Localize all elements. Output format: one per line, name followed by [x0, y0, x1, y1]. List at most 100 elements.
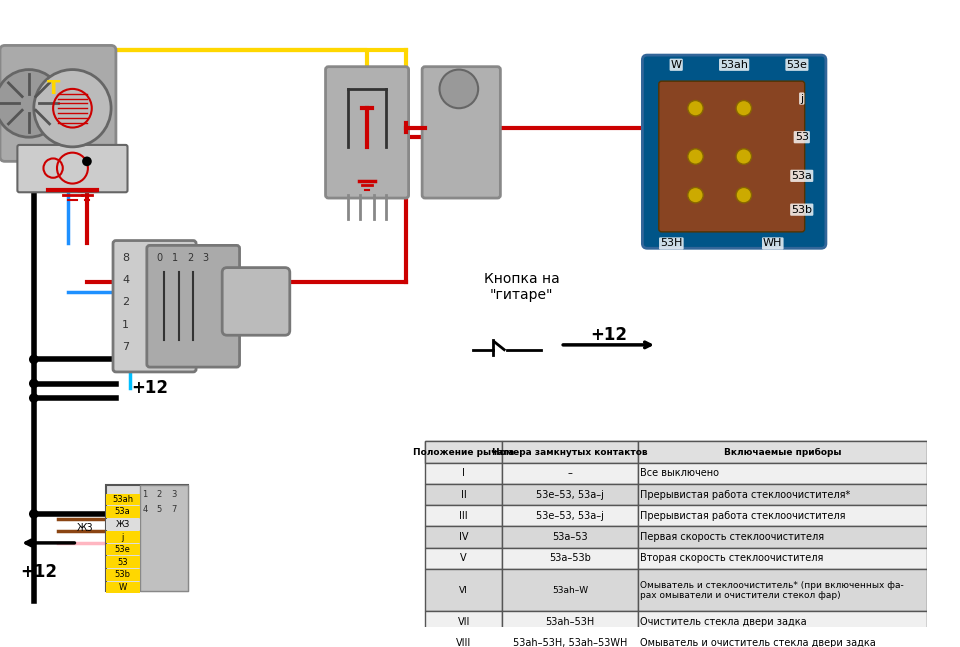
- Bar: [107, 485, 188, 591]
- Text: j: j: [122, 532, 124, 542]
- Bar: [637, 463, 927, 484]
- Text: 53: 53: [795, 132, 808, 142]
- Bar: [107, 556, 140, 568]
- Text: Омыватель и стеклоочиститель* (при включенных фа-
рах омыватели и очистители сте: Омыватель и стеклоочиститель* (при включ…: [640, 580, 904, 600]
- FancyBboxPatch shape: [659, 81, 804, 232]
- Text: j: j: [801, 94, 804, 104]
- Text: +12: +12: [590, 326, 627, 344]
- Text: 53е–53, 53а–j: 53е–53, 53а–j: [536, 511, 604, 521]
- Text: 4: 4: [142, 505, 148, 514]
- Text: T: T: [46, 80, 60, 98]
- Bar: [425, 569, 502, 611]
- Bar: [425, 505, 502, 527]
- Text: VIII: VIII: [456, 639, 471, 647]
- Text: 1: 1: [142, 490, 148, 499]
- Bar: [425, 484, 502, 505]
- Text: 53а: 53а: [115, 507, 131, 516]
- Text: 53аh–W: 53аh–W: [552, 586, 588, 595]
- Bar: [425, 611, 502, 633]
- Circle shape: [736, 100, 752, 116]
- Text: W: W: [671, 60, 682, 70]
- Bar: [107, 544, 140, 556]
- Text: VI: VI: [459, 586, 468, 595]
- Bar: [107, 494, 140, 505]
- FancyBboxPatch shape: [113, 241, 196, 372]
- FancyBboxPatch shape: [0, 45, 116, 161]
- Text: 2: 2: [122, 298, 130, 307]
- Text: VII: VII: [458, 617, 469, 627]
- Bar: [107, 582, 140, 593]
- Text: 1: 1: [172, 253, 178, 263]
- Text: Очиститель стекла двери задка: Очиститель стекла двери задка: [640, 617, 807, 627]
- Bar: [637, 527, 927, 548]
- Text: 3: 3: [203, 253, 209, 263]
- Text: Включаемые приборы: Включаемые приборы: [724, 448, 841, 457]
- Bar: [637, 484, 927, 505]
- Circle shape: [29, 393, 38, 403]
- Circle shape: [29, 355, 38, 364]
- Bar: [425, 633, 502, 647]
- Circle shape: [687, 149, 704, 164]
- Bar: [502, 569, 637, 611]
- Text: Положение рычага: Положение рычага: [413, 448, 515, 457]
- Text: Прерывистая работа стеклоочистителя*: Прерывистая работа стеклоочистителя*: [640, 490, 851, 499]
- Bar: [637, 569, 927, 611]
- Circle shape: [83, 157, 92, 166]
- Bar: [425, 463, 502, 484]
- FancyBboxPatch shape: [222, 268, 290, 335]
- Text: 53а–53: 53а–53: [552, 532, 588, 542]
- Text: 53b: 53b: [114, 570, 131, 579]
- Bar: [140, 485, 188, 591]
- Bar: [502, 527, 637, 548]
- Text: 2: 2: [187, 253, 193, 263]
- Bar: [502, 633, 637, 647]
- Text: Все выключено: Все выключено: [640, 468, 719, 478]
- Text: Вторая скорость стеклоочистителя: Вторая скорость стеклоочистителя: [640, 553, 824, 564]
- Text: 53Н: 53Н: [660, 239, 683, 248]
- Text: Ж3: Ж3: [115, 520, 130, 529]
- Text: I: I: [462, 468, 465, 478]
- Text: Первая скорость стеклоочистителя: Первая скорость стеклоочистителя: [640, 532, 825, 542]
- Text: Ж3: Ж3: [77, 523, 94, 533]
- Text: +12: +12: [20, 563, 58, 581]
- Circle shape: [440, 70, 478, 108]
- FancyBboxPatch shape: [17, 145, 128, 192]
- Text: +12: +12: [132, 379, 168, 397]
- Text: Омыватель и очиститель стекла двери задка: Омыватель и очиститель стекла двери задк…: [640, 639, 876, 647]
- Bar: [637, 633, 927, 647]
- FancyBboxPatch shape: [147, 245, 240, 367]
- Bar: [502, 505, 637, 527]
- Text: 7: 7: [171, 505, 177, 514]
- Bar: [502, 484, 637, 505]
- Text: 53е: 53е: [115, 545, 131, 554]
- Bar: [637, 548, 927, 569]
- Text: 53е–53, 53а–j: 53е–53, 53а–j: [536, 490, 604, 499]
- Text: Номера замкнутых контактов: Номера замкнутых контактов: [492, 448, 648, 457]
- Circle shape: [29, 509, 38, 519]
- Text: 7: 7: [122, 342, 130, 352]
- Bar: [502, 441, 637, 463]
- Text: 2: 2: [156, 490, 162, 499]
- Text: 5: 5: [156, 505, 162, 514]
- Bar: [637, 441, 927, 463]
- Text: III: III: [459, 511, 468, 521]
- Text: V: V: [461, 553, 467, 564]
- Text: 53аh: 53аh: [720, 60, 748, 70]
- Text: 53а–53b: 53а–53b: [549, 553, 590, 564]
- Circle shape: [0, 70, 62, 137]
- Text: 8: 8: [122, 253, 130, 263]
- Bar: [107, 519, 140, 531]
- FancyBboxPatch shape: [642, 55, 826, 248]
- Text: WН: WН: [763, 239, 782, 248]
- Bar: [502, 548, 637, 569]
- Text: –: –: [567, 468, 572, 478]
- Bar: [425, 548, 502, 569]
- Text: W: W: [118, 583, 127, 592]
- Bar: [637, 505, 927, 527]
- Bar: [107, 569, 140, 580]
- Circle shape: [29, 378, 38, 388]
- Text: 53аh–53Н: 53аh–53Н: [545, 617, 594, 627]
- Text: 53аh: 53аh: [112, 495, 133, 504]
- Text: 53е: 53е: [786, 60, 807, 70]
- Bar: [425, 441, 927, 463]
